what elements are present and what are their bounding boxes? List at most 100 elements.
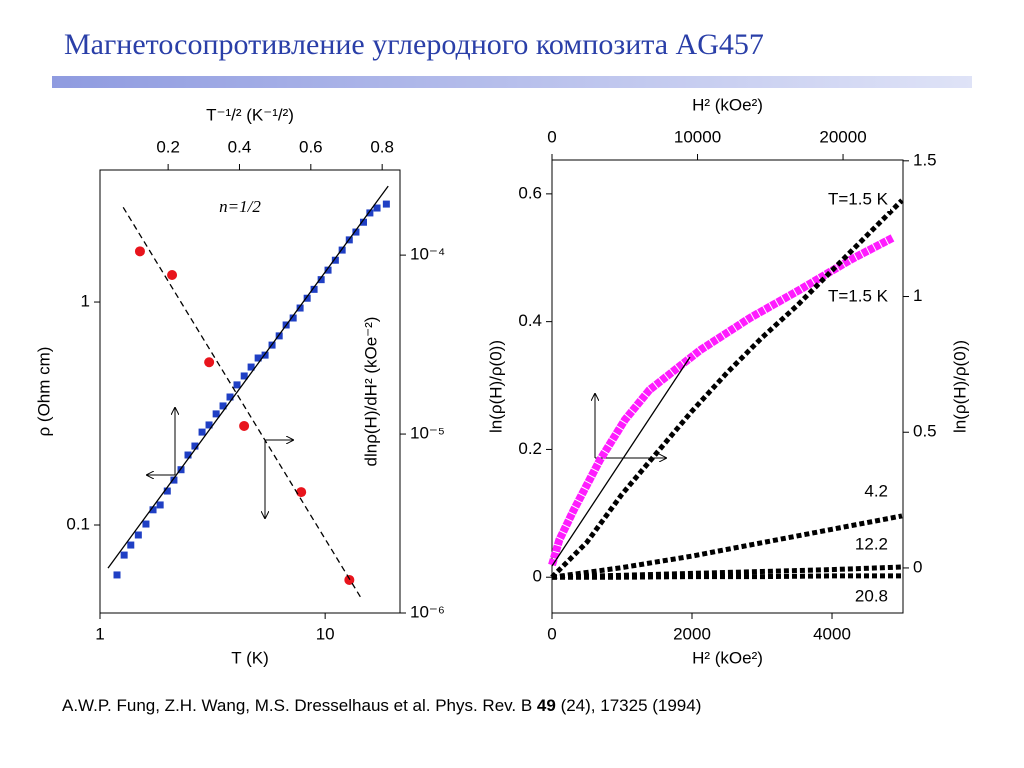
plot-frame: [551, 159, 904, 614]
y2-tick-label: 1: [913, 286, 922, 305]
data-point: [352, 228, 360, 236]
data-point: [120, 551, 128, 559]
citation-text: A.W.P. Fung, Z.H. Wang, M.S. Dresselhaus…: [62, 696, 537, 715]
data-point: [191, 442, 199, 450]
data-point: [156, 501, 164, 509]
data-point: [296, 487, 307, 498]
data-point: [338, 246, 346, 254]
title-bar: [52, 76, 972, 88]
x2-axis-label: T⁻¹/² (K⁻¹/²): [206, 105, 294, 124]
plot-frame: [99, 169, 401, 614]
citation-text: (24), 17325 (1994): [556, 696, 702, 715]
y-tick-label: 0.2: [518, 439, 542, 458]
series-line: [552, 573, 902, 580]
y2-tick-label: 0: [913, 557, 922, 576]
data-point: [134, 531, 142, 539]
x-tick-label: 0: [547, 624, 556, 643]
label-bg: [846, 586, 890, 608]
data-point: [359, 218, 367, 226]
series-line: [122, 206, 361, 598]
x2-tick-label: 10000: [674, 127, 721, 146]
data-point: [167, 270, 178, 281]
y-tick-label: 0: [533, 567, 542, 586]
data-point: [233, 381, 241, 389]
data-point: [149, 506, 157, 514]
slide-title: Магнетосопротивление углеродного компози…: [64, 28, 764, 61]
data-point: [170, 476, 178, 484]
data-point: [226, 393, 234, 401]
data-point: [261, 351, 269, 359]
series-line: [551, 356, 691, 567]
series-label: 4.2: [864, 481, 888, 500]
data-point: [324, 266, 332, 274]
series-line: [550, 198, 904, 579]
data-point: [382, 200, 390, 208]
data-point: [239, 420, 250, 431]
label-bg: [817, 286, 890, 308]
citation-volume: 49: [537, 696, 556, 715]
data-point: [205, 421, 213, 429]
series-line: [548, 234, 895, 567]
annotation: n=1/2: [219, 197, 261, 216]
data-point: [317, 276, 325, 284]
y2-tick-label: 10⁻⁵: [410, 424, 445, 443]
data-point: [289, 314, 297, 322]
data-point: [204, 357, 215, 368]
label-bg: [846, 534, 890, 556]
x2-tick-label: 0.4: [228, 137, 252, 156]
series-line: [107, 185, 389, 569]
x-tick-label: 2000: [673, 624, 711, 643]
axis-arrows: [147, 394, 666, 518]
x-axis-label: T (K): [231, 648, 268, 667]
series-label: T=1.5 K: [828, 286, 889, 305]
data-point: [373, 204, 381, 212]
x2-tick-label: 20000: [819, 127, 866, 146]
y2-tick-label: 10⁻⁴: [410, 245, 445, 264]
citation: A.W.P. Fung, Z.H. Wang, M.S. Dresselhaus…: [62, 696, 701, 715]
x2-tick-label: 0.8: [370, 137, 394, 156]
data-point: [254, 354, 262, 362]
series-label: 12.2: [855, 534, 888, 553]
x-tick-label: 10: [316, 624, 335, 643]
data-point: [303, 294, 311, 302]
x-tick-label: 4000: [813, 624, 851, 643]
data-point: [247, 363, 255, 371]
label-bg: [855, 481, 890, 503]
x2-tick-label: 0.2: [156, 137, 180, 156]
data-point: [219, 402, 227, 410]
data-point: [310, 285, 318, 293]
series-label: T=1.5 K: [828, 189, 889, 208]
y2-tick-label: 1.5: [913, 150, 937, 169]
y-tick-label: 1: [81, 292, 90, 311]
y2-axis-label: dlnρ(H)/dH² (kOe⁻²): [361, 317, 380, 467]
y2-tick-label: 0.5: [913, 422, 937, 441]
data-point: [212, 410, 220, 418]
data-point: [331, 256, 339, 264]
y2-tick-label: 10⁻⁶: [410, 602, 445, 621]
x-axis-label: H² (kOe²): [692, 648, 763, 667]
x-tick-label: 1: [95, 624, 104, 643]
y-axis-label: ρ (Ohm cm): [34, 347, 53, 437]
data-point: [184, 451, 192, 459]
x2-tick-label: 0.6: [299, 137, 323, 156]
y-tick-label: 0.6: [518, 183, 542, 202]
y-axis-label: ln(ρ(H)/ρ(0)): [486, 340, 505, 433]
data-point: [198, 428, 206, 436]
data-point: [366, 209, 374, 217]
series-line: [551, 513, 903, 580]
x2-tick-label: 0: [547, 127, 556, 146]
data-point: [113, 571, 121, 579]
label-bg: [817, 189, 890, 211]
data-point: [275, 332, 283, 340]
data-point: [142, 520, 150, 528]
data-point: [240, 372, 248, 380]
data-point: [134, 246, 145, 257]
series-label: 20.8: [855, 586, 888, 605]
y2-axis-label: ln(ρ(H)/ρ(0)): [950, 340, 969, 433]
x2-axis-label: H² (kOe²): [692, 95, 763, 114]
y-tick-label: 0.4: [518, 311, 542, 330]
y-tick-label: 0.1: [66, 514, 90, 533]
data-point: [177, 466, 185, 474]
data-point: [163, 487, 171, 495]
